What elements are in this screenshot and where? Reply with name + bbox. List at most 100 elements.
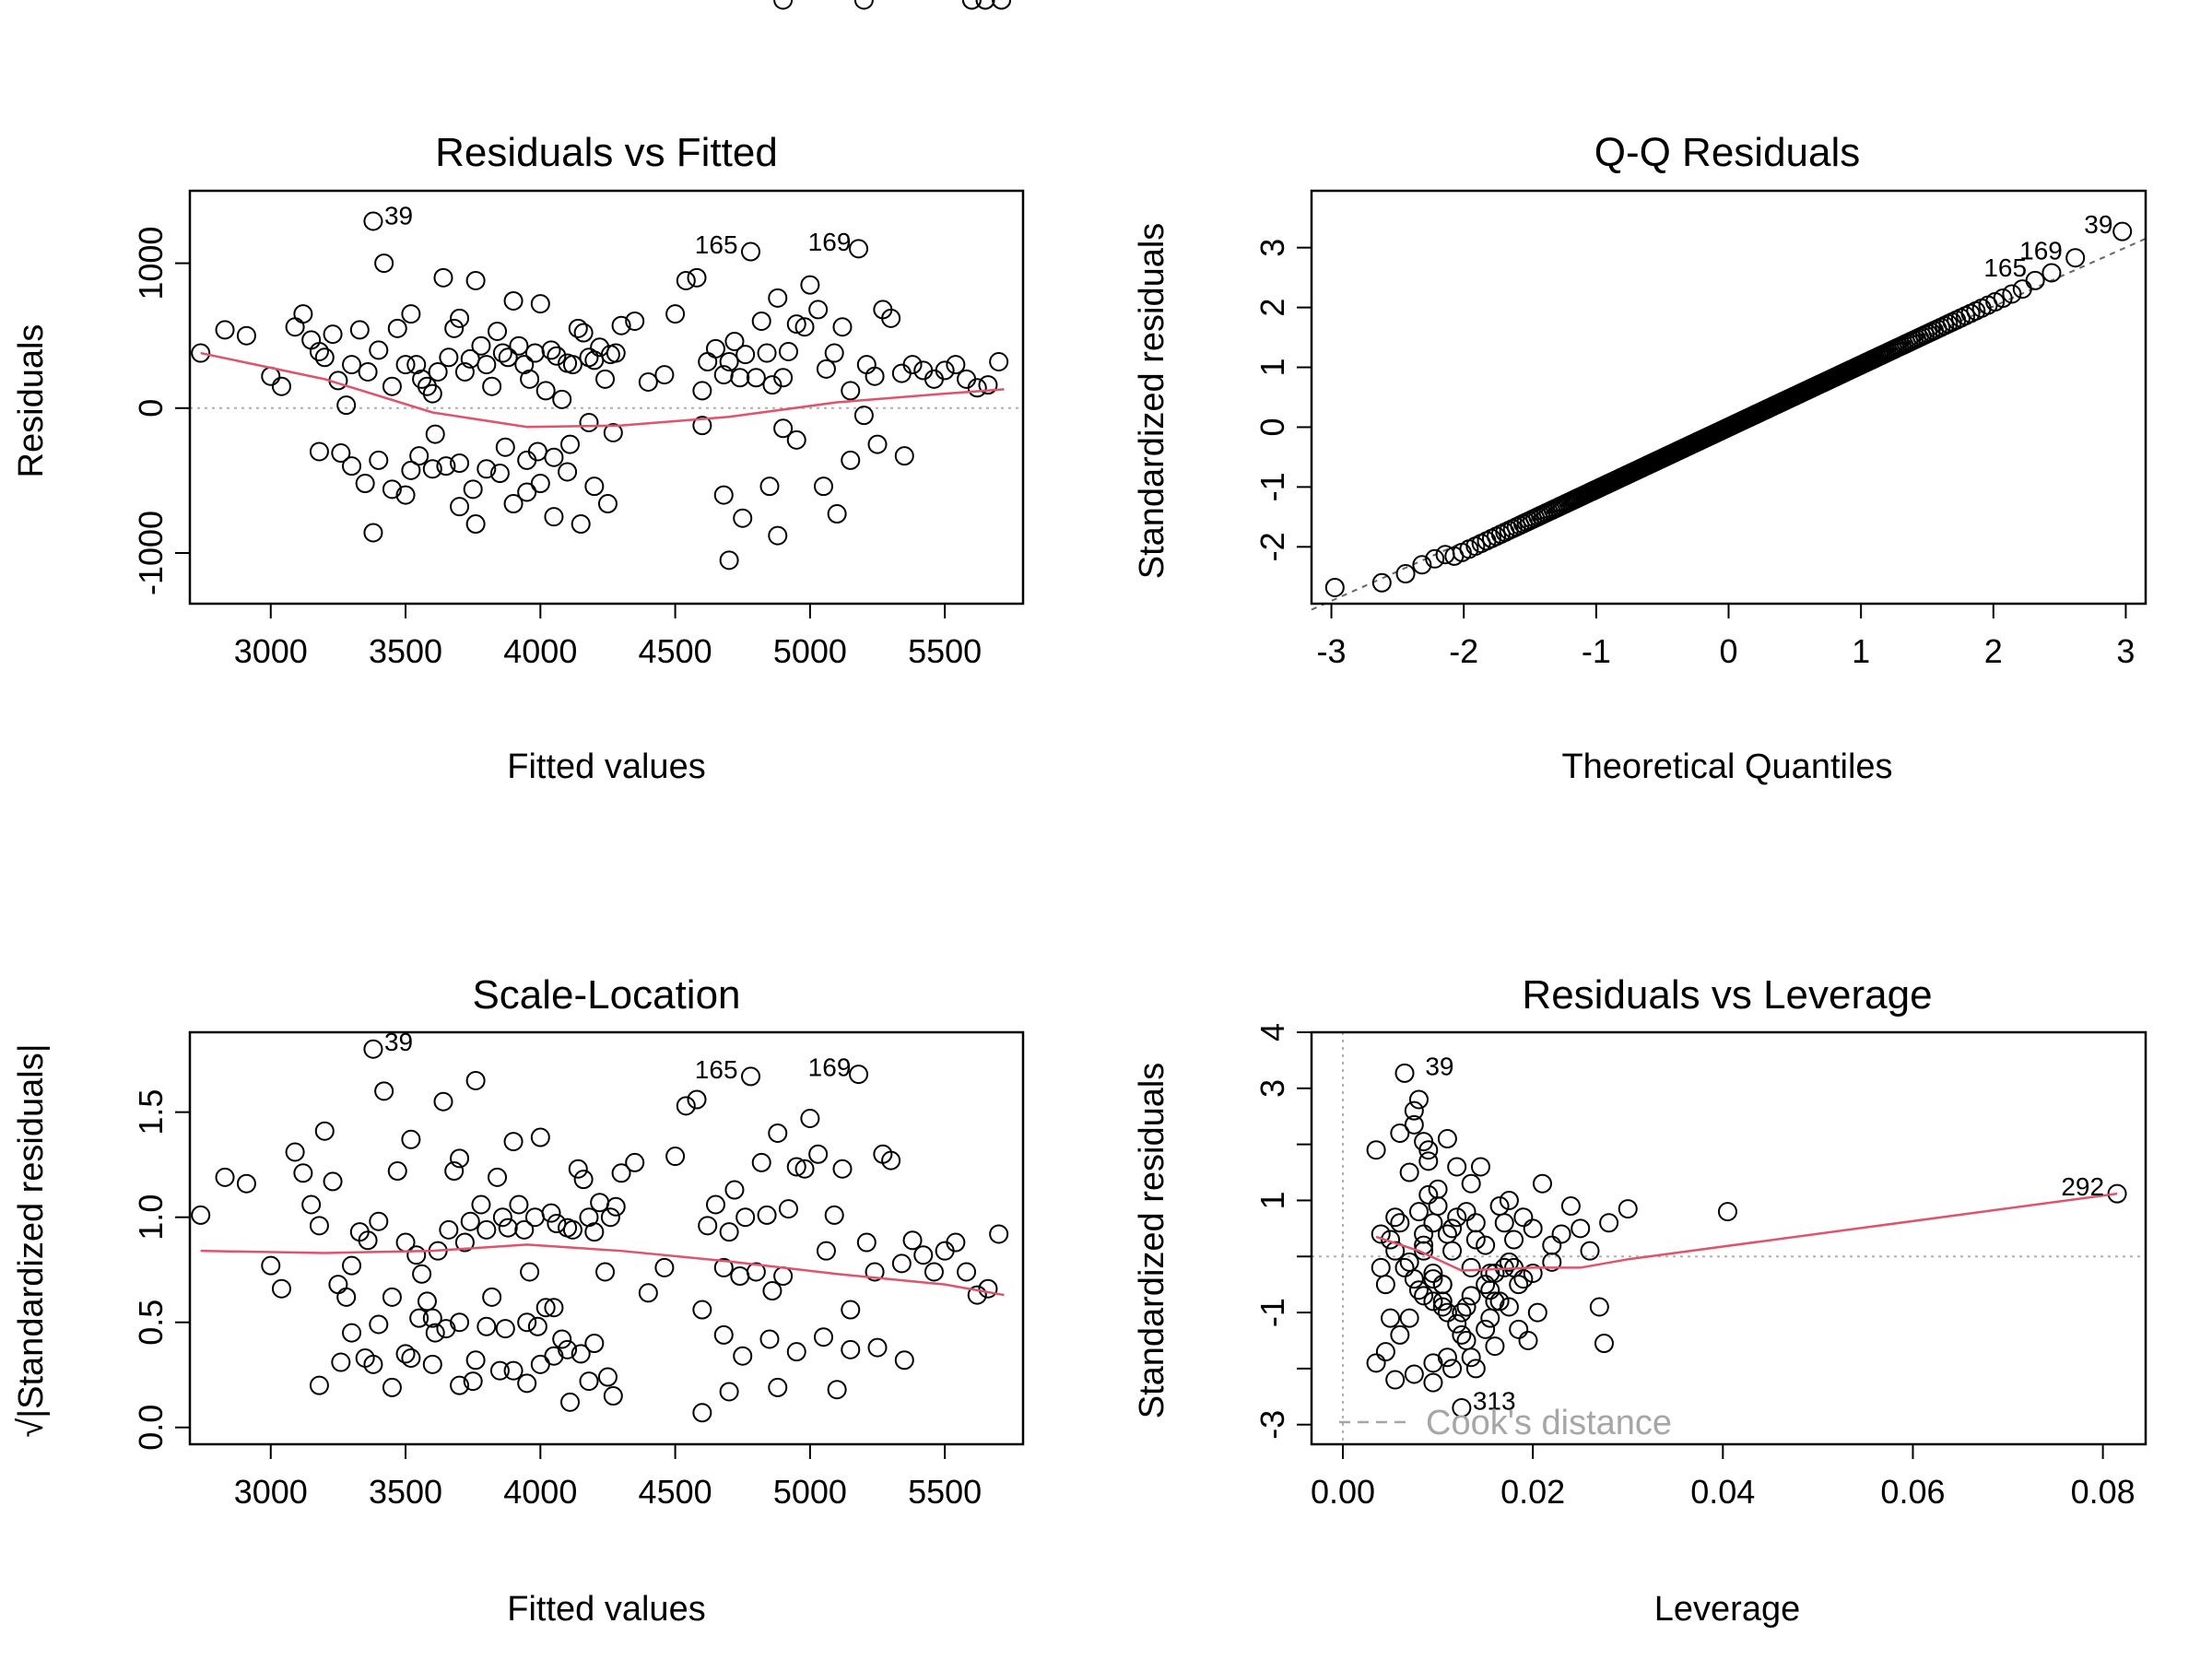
data-point xyxy=(568,318,588,338)
data-point xyxy=(957,1262,977,1282)
data-point xyxy=(741,241,761,262)
data-point xyxy=(692,381,712,401)
data-point xyxy=(687,1089,707,1110)
data-point xyxy=(606,343,626,363)
data-point xyxy=(489,464,510,484)
data-point xyxy=(768,525,788,546)
data-point xyxy=(450,1312,470,1333)
data-point xyxy=(1447,1207,1467,1228)
data-point xyxy=(285,317,305,337)
data-point xyxy=(759,477,780,497)
data-point xyxy=(625,311,645,331)
data-point xyxy=(558,1339,578,1359)
data-point xyxy=(665,304,686,324)
data-point xyxy=(552,1329,572,1349)
data-point xyxy=(692,1403,712,1423)
data-point xyxy=(1456,1330,1477,1350)
data-point xyxy=(425,1323,445,1343)
data-point xyxy=(1993,288,2013,309)
data-point xyxy=(527,1316,547,1336)
data-point xyxy=(1385,1370,1406,1390)
data-point xyxy=(382,1377,402,1397)
data-point xyxy=(450,308,470,328)
data-point xyxy=(597,1367,618,1387)
data-point xyxy=(1371,572,1392,593)
data-point xyxy=(422,1354,442,1374)
data-point xyxy=(465,270,486,290)
data-point xyxy=(1470,1157,1490,1177)
data-point xyxy=(450,453,470,474)
y-tick-label: 0 xyxy=(1253,418,1291,436)
data-point xyxy=(841,381,861,401)
data-point xyxy=(849,1065,869,1085)
data-point xyxy=(1461,1257,1481,1277)
data-point xyxy=(762,375,782,395)
data-point xyxy=(794,317,815,337)
data-point xyxy=(638,371,658,392)
data-point xyxy=(436,1319,456,1339)
data-point xyxy=(611,315,631,335)
data-point xyxy=(1527,1302,1547,1323)
point-label: 165 xyxy=(695,230,738,259)
data-point xyxy=(293,1163,313,1183)
data-point xyxy=(495,437,515,457)
x-tick-label: -3 xyxy=(1317,632,1347,670)
data-point xyxy=(698,351,718,371)
x-tick-label: 3 xyxy=(2116,632,2135,670)
data-point xyxy=(808,300,829,320)
x-tick-label: 2 xyxy=(1984,632,2003,670)
data-point xyxy=(323,1171,343,1192)
data-point xyxy=(1371,1224,1391,1244)
data-point xyxy=(1494,1213,1514,1233)
data-point xyxy=(1465,1213,1486,1233)
data-point xyxy=(454,1232,475,1253)
data-point xyxy=(314,347,335,368)
plot-title: Q-Q Residuals xyxy=(1594,130,1861,175)
data-point xyxy=(719,1382,739,1402)
data-point xyxy=(535,381,556,401)
x-tick-label: -2 xyxy=(1449,632,1478,670)
data-point xyxy=(1485,1264,1505,1284)
data-point xyxy=(849,239,869,259)
data-point xyxy=(465,1070,486,1090)
data-point xyxy=(1489,1291,1510,1312)
data-point xyxy=(1404,1269,1424,1289)
data-point xyxy=(342,456,362,477)
point-label: 292 xyxy=(2061,1172,2104,1201)
data-point xyxy=(363,523,383,543)
qq-residuals-panel: Q-Q Residuals Theoretical Quantiles Stan… xyxy=(1133,130,2147,786)
y-axis-label: Residuals xyxy=(12,324,51,478)
data-point xyxy=(1432,1297,1453,1317)
data-point xyxy=(571,514,591,535)
data-point xyxy=(713,1324,734,1345)
data-point xyxy=(1442,1359,1463,1379)
data-point xyxy=(1395,564,1416,584)
y-axis-label: √|Standardized residuals| xyxy=(12,1043,51,1437)
x-tick-label: 0 xyxy=(1719,632,1737,670)
data-point xyxy=(2112,221,2133,241)
y-tick-label: -1 xyxy=(1253,472,1291,501)
point-label: 169 xyxy=(808,228,852,256)
data-point xyxy=(924,1262,944,1282)
data-point xyxy=(520,369,540,389)
data-point xyxy=(1425,548,1445,569)
data-point xyxy=(816,1241,836,1261)
data-point xyxy=(1408,1089,1429,1110)
data-point xyxy=(773,368,794,388)
data-point xyxy=(768,1123,788,1143)
data-point xyxy=(881,1150,901,1171)
data-point xyxy=(1428,1196,1448,1217)
data-point xyxy=(913,1245,934,1265)
data-point xyxy=(1504,1230,1524,1250)
data-point xyxy=(1371,1257,1391,1277)
data-point xyxy=(492,1207,512,1228)
y-tick-label: 3 xyxy=(1253,1079,1291,1098)
y-tick-label: 0 xyxy=(132,399,170,418)
data-point xyxy=(524,1207,545,1228)
data-point xyxy=(935,360,955,381)
data-point xyxy=(2025,270,2045,290)
data-point xyxy=(584,1334,605,1354)
data-point xyxy=(450,1148,470,1169)
data-point xyxy=(665,1147,686,1167)
data-point xyxy=(746,1262,766,1282)
